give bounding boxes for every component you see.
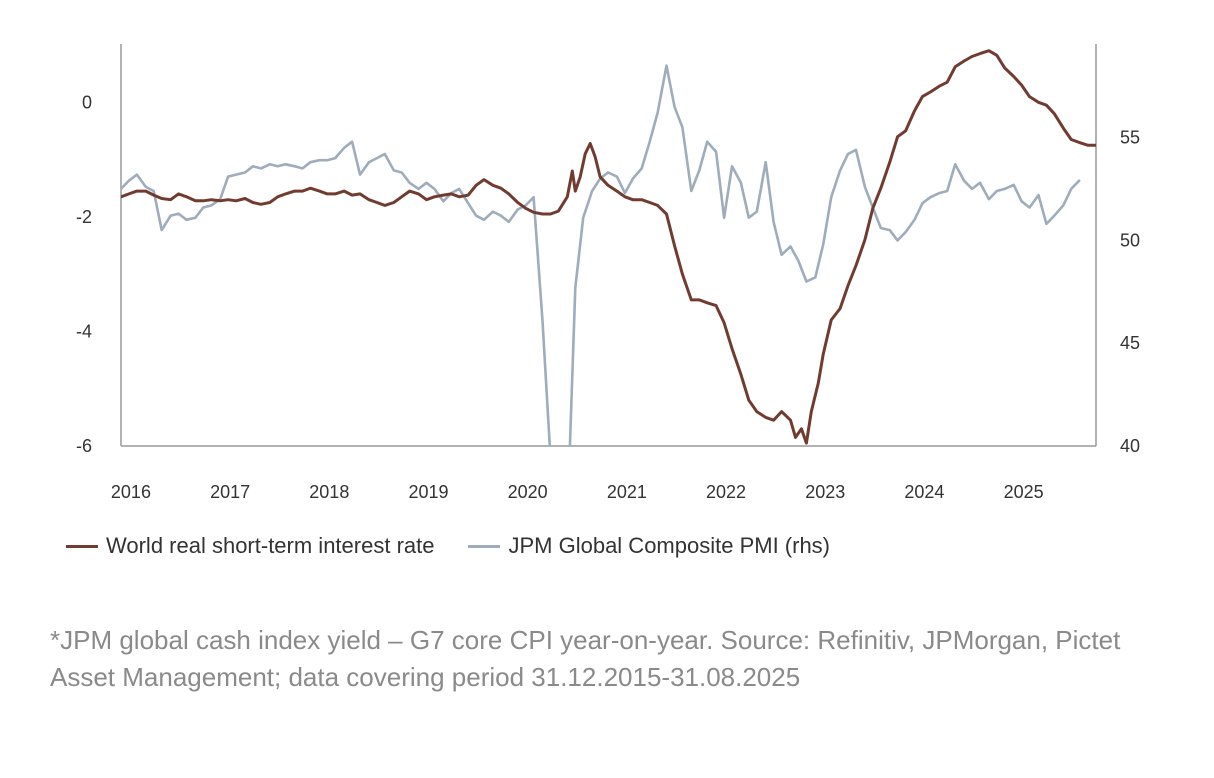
x-tick-label: 2017 xyxy=(210,482,250,502)
series-line-interest-rate xyxy=(121,49,1096,445)
legend: World real short-term interest rate JPM … xyxy=(66,530,864,562)
chart: 0 -2 -4 -6 55 50 45 40 2016 2017 2018 2019 2020 2021 2… xyxy=(76,44,1140,502)
legend-swatch-pmi xyxy=(468,544,501,548)
x-tick-label: 2016 xyxy=(111,482,151,502)
y2-tick-label: 45 xyxy=(1120,333,1140,353)
series-line-pmi xyxy=(121,64,1081,446)
x-tick-label: 2023 xyxy=(805,482,845,502)
legend-label-pmi: JPM Global Composite PMI (rhs) xyxy=(508,533,831,558)
legend-label-interest-rate: World real short-term interest rate xyxy=(106,533,435,558)
x-tick-label: 2025 xyxy=(1004,482,1044,502)
x-tick-label: 2019 xyxy=(408,482,448,502)
y2-tick-label: 50 xyxy=(1120,230,1140,250)
x-tick-label: 2020 xyxy=(508,482,548,502)
x-tick-label: 2018 xyxy=(309,482,349,502)
x-tick-label: 2024 xyxy=(904,482,944,502)
legend-swatch-interest-rate xyxy=(66,544,98,548)
y-tick-label: -2 xyxy=(76,207,92,227)
y-tick-label: -6 xyxy=(76,436,92,456)
footnote: *JPM global cash index yield – G7 core C… xyxy=(50,625,1121,692)
legend-item-interest-rate: World real short-term interest rate xyxy=(66,533,434,559)
y-tick-label: -4 xyxy=(76,321,92,341)
x-tick-label: 2022 xyxy=(706,482,746,502)
y2-tick-label: 40 xyxy=(1120,436,1140,456)
tick-labels: 0 -2 -4 -6 55 50 45 40 2016 2017 2018 2019 2020 2021 2… xyxy=(76,92,1140,502)
legend-item-pmi: JPM Global Composite PMI (rhs) xyxy=(468,533,830,559)
axes xyxy=(120,44,1097,447)
x-tick-label: 2021 xyxy=(607,482,647,502)
series-layer xyxy=(121,49,1096,446)
y-tick-label: 0 xyxy=(82,92,92,112)
y2-tick-label: 55 xyxy=(1120,128,1140,148)
